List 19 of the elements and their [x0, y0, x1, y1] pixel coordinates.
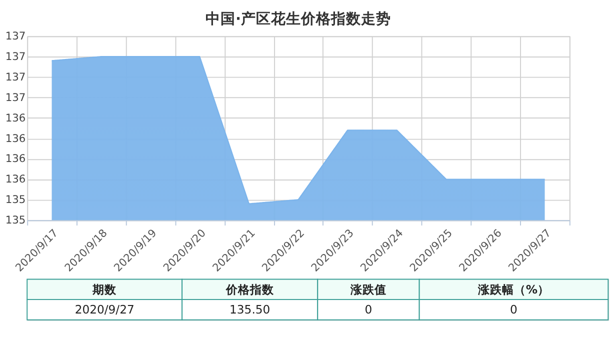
y-tick-label: 137 — [5, 50, 26, 64]
y-tick-label: 136 — [5, 111, 26, 124]
y-tick-label: 137 — [5, 30, 26, 43]
text: 2020/9/27 — [74, 302, 134, 317]
y-tick-label: 136 — [5, 152, 26, 166]
text: 0 — [510, 302, 518, 317]
text: 期数 — [92, 282, 118, 296]
text: 价格指数 — [224, 282, 275, 296]
y-tick-label: 135 — [5, 214, 26, 227]
y-tick-label: 135 — [5, 193, 26, 206]
text: 涨跌值 — [349, 282, 386, 296]
y-tick-label: 137 — [5, 70, 26, 84]
chart-title: 中国·产区花生价格指数走势 — [206, 10, 392, 28]
text: 135.50 — [230, 302, 270, 317]
y-tick-label: 136 — [5, 132, 26, 145]
text: 涨跌幅（%） — [476, 282, 550, 296]
y-tick-label: 137 — [5, 90, 26, 104]
y-tick-label: 136 — [5, 172, 26, 186]
text: 0 — [364, 302, 372, 317]
